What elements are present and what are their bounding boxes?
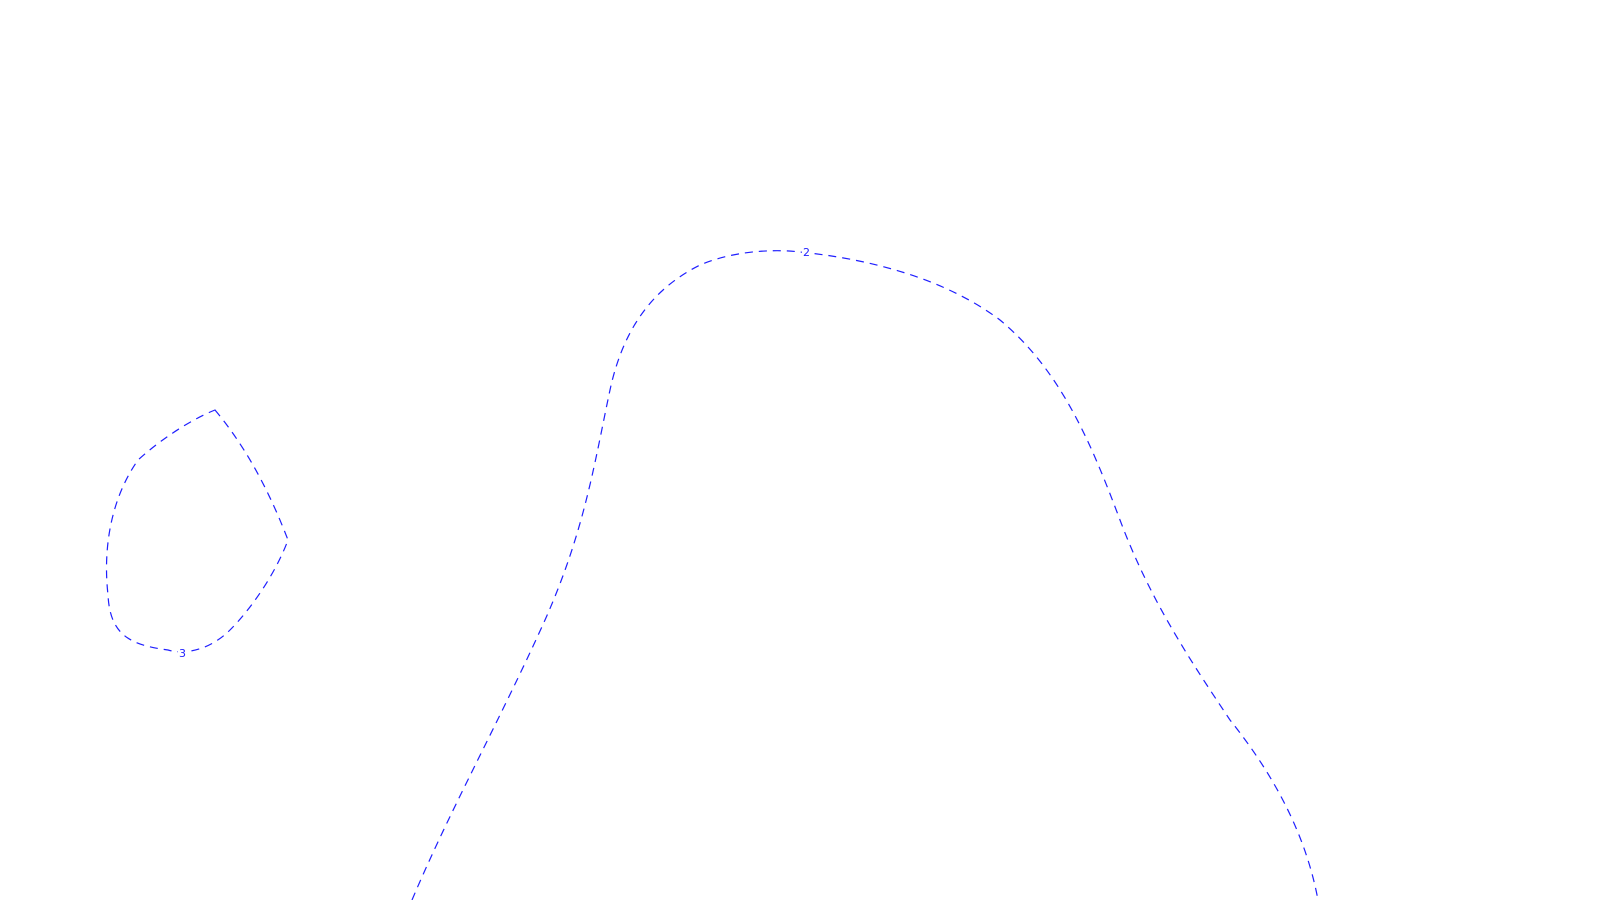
contour-label-3-bg [178, 646, 188, 660]
contour-label-level-2: 2 [803, 246, 810, 259]
contour-label-level-3: 3 [179, 647, 186, 660]
contour-line-level-3 [105, 409, 289, 653]
contour-line-level-2 [411, 250, 1319, 900]
contour-label-2-bg [802, 245, 812, 259]
